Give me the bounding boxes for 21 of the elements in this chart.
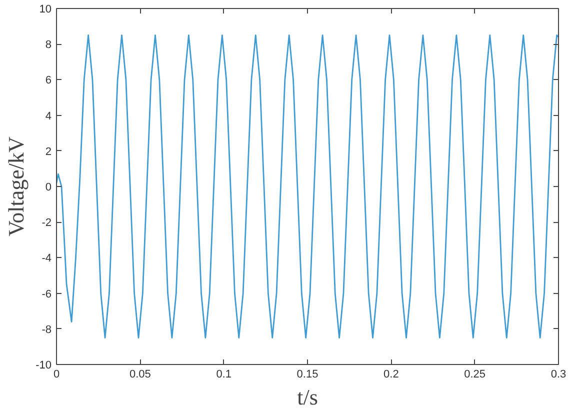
y-axis-title: Voltage/kV — [4, 136, 29, 236]
y-tick-label: -8 — [42, 324, 52, 336]
x-tick-label: 0.1 — [216, 368, 232, 380]
y-tick-label: -6 — [42, 288, 52, 300]
y-tick-label: 6 — [45, 74, 52, 87]
y-tick-label: 4 — [45, 110, 52, 122]
y-tick-label: 0 — [45, 182, 52, 194]
y-tick-label: -4 — [42, 252, 52, 265]
x-tick-label: 0.3 — [550, 368, 566, 380]
x-axis-title: t/s — [297, 384, 318, 410]
y-tick-label: 8 — [45, 39, 52, 52]
x-tick-label: 0.05 — [129, 368, 151, 380]
y-tick-label: 2 — [45, 146, 52, 158]
y-tick-label: -10 — [36, 360, 52, 372]
y-tick-label: -2 — [42, 217, 52, 230]
line-series — [56, 34, 558, 338]
x-tick-label: 0.25 — [464, 368, 486, 380]
x-tick-label: 0 — [53, 368, 60, 380]
x-tick-label: 0.2 — [384, 368, 399, 380]
y-tick-label: 10 — [39, 4, 52, 16]
x-tick-label: 0.15 — [296, 368, 318, 380]
